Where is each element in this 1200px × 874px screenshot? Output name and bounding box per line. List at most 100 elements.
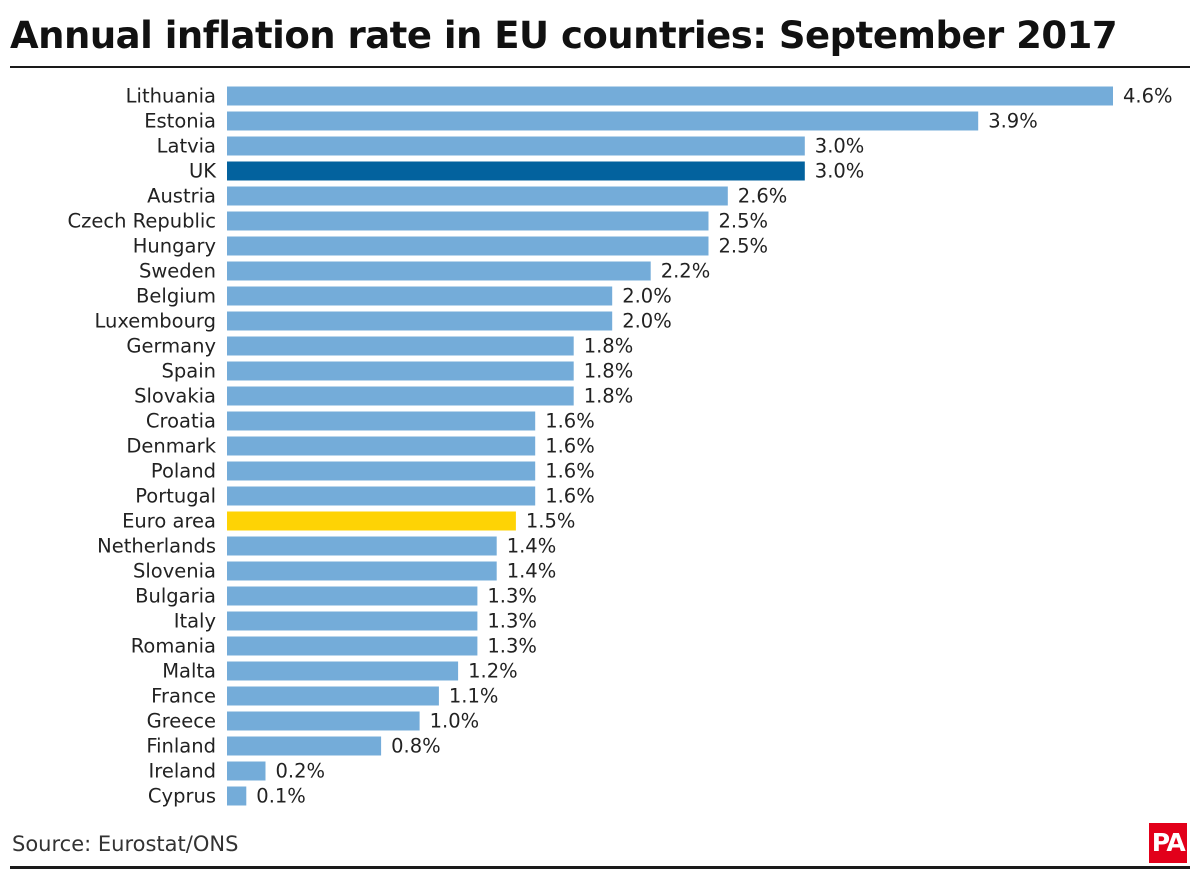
bar-row-malta: Malta 1.2%	[162, 660, 517, 683]
category-label-germany: Germany	[126, 335, 216, 358]
value-label-bulgaria: 1.3%	[487, 585, 537, 608]
bar-row-slovakia: Slovakia 1.8%	[134, 385, 633, 408]
bar-row-euro-area: Euro area 1.5%	[122, 510, 575, 533]
bar-romania	[227, 636, 478, 656]
bar-row-latvia: Latvia 3.0%	[157, 135, 865, 158]
category-label-greece: Greece	[147, 710, 216, 733]
category-label-portugal: Portugal	[135, 485, 216, 508]
bar-euro-area	[227, 511, 516, 531]
value-label-croatia: 1.6%	[545, 410, 595, 433]
value-label-hungary: 2.5%	[719, 235, 769, 258]
value-label-finland: 0.8%	[391, 735, 441, 758]
bar-row-belgium: Belgium 2.0%	[136, 285, 672, 308]
bar-cyprus	[227, 786, 247, 806]
pa-logo: PA	[1149, 823, 1187, 863]
bar-row-ireland: Ireland 0.2%	[149, 760, 326, 783]
value-label-sweden: 2.2%	[661, 260, 711, 283]
bar-row-denmark: Denmark 1.6%	[126, 435, 594, 458]
value-label-denmark: 1.6%	[545, 435, 595, 458]
category-label-croatia: Croatia	[146, 410, 216, 433]
bar-row-portugal: Portugal 1.6%	[135, 485, 595, 508]
bar-row-italy: Italy 1.3%	[174, 610, 537, 633]
category-label-estonia: Estonia	[144, 110, 216, 133]
bar-germany	[227, 336, 574, 356]
value-label-estonia: 3.9%	[988, 110, 1038, 133]
bar-row-slovenia: Slovenia 1.4%	[133, 560, 556, 583]
category-label-sweden: Sweden	[139, 260, 216, 283]
category-label-austria: Austria	[147, 185, 216, 208]
title-divider	[10, 66, 1190, 68]
value-label-uk: 3.0%	[815, 160, 865, 183]
bar-lithuania	[227, 86, 1113, 106]
bar-spain	[227, 361, 574, 381]
bar-italy	[227, 611, 478, 631]
chart-title: Annual inflation rate in EU countries: S…	[10, 14, 1118, 57]
bar-denmark	[227, 436, 536, 456]
value-label-luxembourg: 2.0%	[622, 310, 672, 333]
value-label-malta: 1.2%	[468, 660, 518, 683]
bar-uk	[227, 161, 805, 181]
bar-row-poland: Poland 1.6%	[151, 460, 595, 483]
bar-row-finland: Finland 0.8%	[146, 735, 440, 758]
value-label-czech-republic: 2.5%	[719, 210, 769, 233]
category-label-hungary: Hungary	[133, 235, 216, 258]
bar-row-bulgaria: Bulgaria 1.3%	[135, 585, 537, 608]
bar-estonia	[227, 111, 979, 131]
bar-slovenia	[227, 561, 497, 581]
value-label-slovakia: 1.8%	[584, 385, 634, 408]
category-label-spain: Spain	[162, 360, 216, 383]
bar-row-lithuania: Lithuania 4.6%	[126, 85, 1173, 108]
value-label-ireland: 0.2%	[276, 760, 326, 783]
bar-france	[227, 686, 439, 706]
value-label-slovenia: 1.4%	[507, 560, 557, 583]
bar-row-hungary: Hungary 2.5%	[133, 235, 768, 258]
category-label-netherlands: Netherlands	[97, 535, 216, 558]
value-label-latvia: 3.0%	[815, 135, 865, 158]
category-label-luxembourg: Luxembourg	[94, 310, 216, 333]
category-label-italy: Italy	[174, 610, 216, 633]
value-label-greece: 1.0%	[430, 710, 480, 733]
bar-finland	[227, 736, 382, 756]
bar-row-luxembourg: Luxembourg 2.0%	[94, 310, 671, 333]
bar-row-spain: Spain 1.8%	[162, 360, 634, 383]
category-label-france: France	[151, 685, 216, 708]
category-label-poland: Poland	[151, 460, 216, 483]
bar-row-cyprus: Cyprus 0.1%	[148, 785, 306, 808]
bar-latvia	[227, 136, 805, 156]
value-label-spain: 1.8%	[584, 360, 634, 383]
bar-slovakia	[227, 386, 574, 406]
bar-portugal	[227, 486, 536, 506]
category-label-ireland: Ireland	[149, 760, 216, 783]
category-label-cyprus: Cyprus	[148, 785, 216, 808]
category-label-bulgaria: Bulgaria	[135, 585, 216, 608]
value-label-cyprus: 0.1%	[256, 785, 306, 808]
value-label-portugal: 1.6%	[545, 485, 595, 508]
bar-row-netherlands: Netherlands 1.4%	[97, 535, 556, 558]
category-label-lithuania: Lithuania	[126, 85, 216, 108]
bar-greece	[227, 711, 420, 731]
value-label-netherlands: 1.4%	[507, 535, 557, 558]
bar-row-germany: Germany 1.8%	[126, 335, 633, 358]
bar-austria	[227, 186, 728, 206]
bar-row-france: France 1.1%	[151, 685, 498, 708]
bar-row-austria: Austria 2.6%	[147, 185, 787, 208]
category-label-uk: UK	[189, 160, 217, 183]
bar-czech-republic	[227, 211, 709, 231]
value-label-germany: 1.8%	[584, 335, 634, 358]
category-label-slovenia: Slovenia	[133, 560, 216, 583]
category-label-finland: Finland	[146, 735, 216, 758]
bar-malta	[227, 661, 459, 681]
bar-hungary	[227, 236, 709, 256]
category-label-denmark: Denmark	[126, 435, 216, 458]
value-label-euro-area: 1.5%	[526, 510, 576, 533]
bar-poland	[227, 461, 536, 481]
bar-row-sweden: Sweden 2.2%	[139, 260, 710, 283]
value-label-poland: 1.6%	[545, 460, 595, 483]
category-label-belgium: Belgium	[136, 285, 216, 308]
category-label-latvia: Latvia	[157, 135, 216, 158]
bar-netherlands	[227, 536, 497, 556]
bar-belgium	[227, 286, 613, 306]
bar-row-estonia: Estonia 3.9%	[144, 110, 1038, 133]
category-label-malta: Malta	[162, 660, 216, 683]
